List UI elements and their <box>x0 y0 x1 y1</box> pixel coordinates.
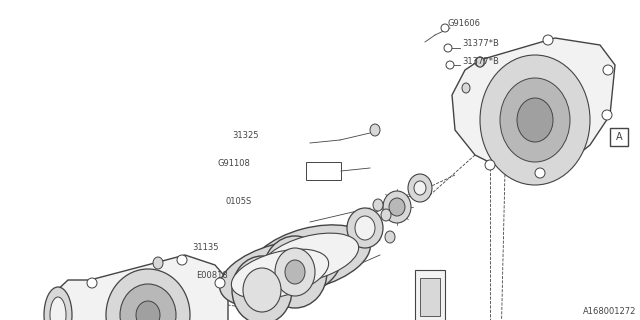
Polygon shape <box>52 255 228 320</box>
Ellipse shape <box>220 241 340 307</box>
Text: A168001272: A168001272 <box>582 308 636 316</box>
Ellipse shape <box>250 225 371 291</box>
Ellipse shape <box>120 284 176 320</box>
Ellipse shape <box>476 57 484 67</box>
Ellipse shape <box>444 44 452 52</box>
Ellipse shape <box>347 208 383 248</box>
Bar <box>306 162 341 180</box>
Ellipse shape <box>408 174 432 202</box>
Text: G91108: G91108 <box>218 158 251 167</box>
Ellipse shape <box>261 233 358 283</box>
Ellipse shape <box>370 124 380 136</box>
Ellipse shape <box>136 301 160 320</box>
Ellipse shape <box>177 255 187 265</box>
Ellipse shape <box>517 98 553 142</box>
Ellipse shape <box>215 278 225 288</box>
Ellipse shape <box>462 83 470 93</box>
Text: G91606: G91606 <box>448 20 481 28</box>
Ellipse shape <box>243 268 281 312</box>
Text: 0105S: 0105S <box>225 197 252 206</box>
Ellipse shape <box>153 257 163 269</box>
Ellipse shape <box>441 24 449 32</box>
Ellipse shape <box>543 35 553 45</box>
Ellipse shape <box>414 181 426 195</box>
Ellipse shape <box>383 191 411 223</box>
Ellipse shape <box>232 256 292 320</box>
Ellipse shape <box>106 269 190 320</box>
Ellipse shape <box>87 278 97 288</box>
Polygon shape <box>452 38 615 175</box>
Ellipse shape <box>485 160 495 170</box>
Text: 31135: 31135 <box>192 244 218 252</box>
Ellipse shape <box>446 61 454 69</box>
Ellipse shape <box>535 168 545 178</box>
Text: 31377*B: 31377*B <box>462 58 499 67</box>
Text: A: A <box>616 132 622 142</box>
Ellipse shape <box>44 287 72 320</box>
Ellipse shape <box>285 260 305 284</box>
Ellipse shape <box>480 55 590 185</box>
Bar <box>420 278 440 316</box>
Ellipse shape <box>475 57 485 67</box>
Ellipse shape <box>500 78 570 162</box>
Ellipse shape <box>263 236 327 308</box>
Text: E00818: E00818 <box>196 270 228 279</box>
Ellipse shape <box>275 248 315 296</box>
Text: 31377*B: 31377*B <box>462 39 499 49</box>
Ellipse shape <box>389 198 405 216</box>
Ellipse shape <box>373 199 383 211</box>
Bar <box>276 252 316 270</box>
Ellipse shape <box>603 65 613 75</box>
Text: 31325: 31325 <box>232 131 259 140</box>
Ellipse shape <box>50 297 66 320</box>
Bar <box>415 270 445 320</box>
Ellipse shape <box>602 110 612 120</box>
Bar <box>610 128 628 146</box>
Ellipse shape <box>155 260 161 266</box>
Ellipse shape <box>232 249 328 299</box>
Ellipse shape <box>355 216 375 240</box>
Ellipse shape <box>385 231 395 243</box>
Ellipse shape <box>381 209 391 221</box>
